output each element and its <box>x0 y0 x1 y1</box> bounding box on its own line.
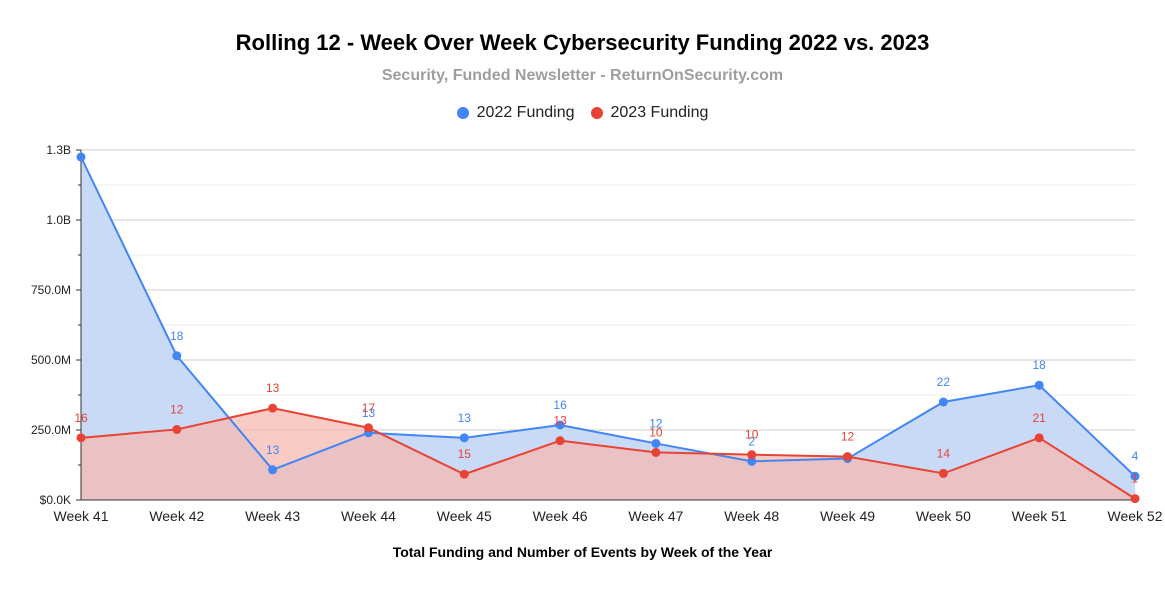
data-point <box>459 433 469 443</box>
data-label: 16 <box>553 398 567 412</box>
series-area-1 <box>81 408 1135 500</box>
data-point <box>843 452 853 462</box>
legend-marker-2022 <box>456 107 469 119</box>
data-point <box>268 465 278 475</box>
x-tick-label: Week 41 <box>54 508 109 524</box>
legend-item-2022[interactable]: 2022 Funding <box>456 104 575 122</box>
data-label: 2 <box>748 434 755 448</box>
x-tick-label: Week 44 <box>341 508 396 524</box>
x-tick-label: Week 47 <box>628 508 683 524</box>
data-point <box>363 423 373 433</box>
y-tick-label: 750.0M <box>31 283 71 297</box>
data-label: 18 <box>170 329 184 343</box>
data-point <box>1130 494 1140 504</box>
data-label: 18 <box>1033 358 1047 372</box>
data-label: 15 <box>458 447 472 461</box>
chart-title: Rolling 12 - Week Over Week Cybersecurit… <box>235 30 930 55</box>
data-point <box>172 351 182 361</box>
data-point <box>651 447 661 457</box>
data-label: 13 <box>458 411 472 425</box>
series-line-1 <box>80 407 1136 500</box>
data-label: 17 <box>362 401 376 415</box>
data-label: 1 <box>1132 472 1139 486</box>
x-tick-label: Week 42 <box>149 508 204 524</box>
y-tick-label: 250.0M <box>31 423 71 437</box>
data-point <box>1130 471 1140 481</box>
data-label: 10 <box>745 428 759 442</box>
x-tick-label: Week 48 <box>724 508 779 524</box>
series-line-0 <box>80 156 1136 477</box>
data-point <box>76 433 86 443</box>
data-point <box>268 403 278 413</box>
y-tick-label: 1.3B <box>46 143 71 157</box>
data-point <box>172 424 182 434</box>
y-tick-label: 500.0M <box>31 353 71 367</box>
data-label: 12 <box>170 402 184 416</box>
data-label: 16 <box>74 411 88 425</box>
data-point <box>76 152 86 162</box>
data-point <box>555 436 565 446</box>
x-axis-title: Total Funding and Number of Events by We… <box>392 544 773 560</box>
data-point <box>1034 433 1044 443</box>
data-point <box>459 469 469 479</box>
data-label: 12 <box>649 416 663 430</box>
data-label: 21 <box>1033 411 1047 425</box>
legend-label-2023: 2023 Funding <box>610 104 709 121</box>
data-point <box>938 468 948 478</box>
chart-subtitle: Security, Funded Newsletter - ReturnOnSe… <box>381 67 784 84</box>
data-label: 12 <box>841 430 855 444</box>
data-label: 13 <box>266 381 280 395</box>
data-point <box>651 438 661 448</box>
y-tick-label: 1.0B <box>46 213 71 227</box>
legend-item-2023[interactable]: 2023 Funding <box>590 104 709 122</box>
x-tick-label: Week 46 <box>533 508 588 524</box>
legend-label-2022: 2022 Funding <box>476 104 575 121</box>
data-label: 13 <box>266 443 280 457</box>
x-tick-label: Week 50 <box>916 508 971 524</box>
data-point <box>747 456 757 466</box>
x-tick-label: Week 45 <box>437 508 492 524</box>
data-label: 22 <box>937 375 951 389</box>
chart-legend: 2022 Funding 2023 Funding <box>0 104 1165 122</box>
data-label: 4 <box>1132 449 1139 463</box>
data-point <box>1034 380 1044 390</box>
data-label: 13 <box>362 406 376 420</box>
data-point <box>747 450 757 460</box>
x-tick-label: Week 51 <box>1012 508 1067 524</box>
data-label: 14 <box>937 446 951 460</box>
y-tick-label: $0.0K <box>40 493 71 507</box>
x-tick-label: Week 49 <box>820 508 875 524</box>
x-tick-label: Week 52 <box>1108 508 1163 524</box>
data-label: 13 <box>553 414 567 428</box>
legend-marker-2023 <box>590 107 603 119</box>
data-point <box>555 420 565 430</box>
x-tick-label: Week 43 <box>245 508 300 524</box>
data-label: 10 <box>649 425 663 439</box>
data-point <box>938 397 948 407</box>
